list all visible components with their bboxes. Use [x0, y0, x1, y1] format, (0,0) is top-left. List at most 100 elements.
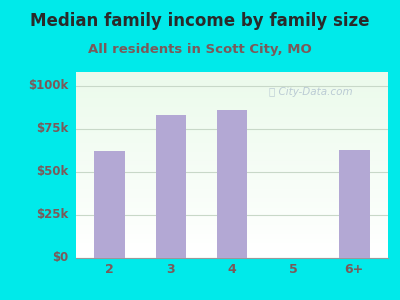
Bar	[76, 213, 388, 215]
Bar	[76, 72, 388, 74]
Bar	[76, 196, 388, 199]
Bar	[76, 223, 388, 224]
Bar	[76, 106, 388, 107]
Bar	[76, 228, 388, 230]
Bar	[76, 236, 388, 238]
Text: $0: $0	[52, 251, 68, 265]
Bar	[76, 120, 388, 122]
Bar	[156, 115, 186, 258]
Bar	[76, 87, 388, 89]
Bar	[76, 74, 388, 76]
Bar	[76, 137, 388, 139]
Bar	[76, 156, 388, 158]
Bar	[76, 92, 388, 94]
Bar	[76, 91, 388, 92]
Bar	[76, 167, 388, 169]
Bar	[76, 134, 388, 135]
Bar	[76, 102, 388, 103]
Bar	[76, 178, 388, 180]
Bar	[76, 80, 388, 81]
Bar	[76, 139, 388, 141]
Bar	[76, 200, 388, 202]
Bar	[76, 135, 388, 137]
Bar	[76, 252, 388, 254]
Bar	[76, 159, 388, 161]
Bar	[76, 143, 388, 145]
Text: $75k: $75k	[36, 122, 68, 135]
Bar	[76, 243, 388, 245]
Bar	[94, 151, 125, 258]
Bar	[76, 189, 388, 191]
Bar	[76, 109, 388, 111]
Bar	[76, 224, 388, 226]
Bar	[76, 117, 388, 118]
Bar	[76, 180, 388, 182]
Bar	[76, 154, 388, 156]
Bar	[217, 110, 247, 258]
Text: $25k: $25k	[36, 208, 68, 221]
Bar	[76, 146, 388, 148]
Bar	[76, 81, 388, 83]
Bar	[76, 113, 388, 115]
Bar	[76, 130, 388, 131]
Bar	[76, 96, 388, 98]
Text: $50k: $50k	[36, 165, 68, 178]
Bar	[76, 124, 388, 126]
Bar	[76, 141, 388, 143]
Bar	[76, 182, 388, 184]
Bar	[76, 195, 388, 197]
Text: All residents in Scott City, MO: All residents in Scott City, MO	[88, 44, 312, 56]
Bar	[76, 234, 388, 236]
Bar	[76, 131, 388, 134]
Bar	[76, 98, 388, 100]
Bar	[76, 145, 388, 146]
Bar	[76, 204, 388, 206]
Bar	[76, 210, 388, 212]
Bar	[76, 148, 388, 150]
Bar	[76, 206, 388, 208]
Text: $100k: $100k	[28, 79, 68, 92]
Bar	[76, 241, 388, 243]
Bar	[76, 184, 388, 185]
Bar	[76, 172, 388, 174]
Bar	[76, 152, 388, 154]
Bar	[76, 250, 388, 252]
Bar	[76, 94, 388, 96]
Bar	[76, 208, 388, 210]
Bar	[76, 238, 388, 239]
Bar	[76, 83, 388, 85]
Bar	[76, 249, 388, 250]
Bar	[76, 217, 388, 219]
Bar	[76, 150, 388, 152]
Bar	[76, 169, 388, 171]
Bar	[76, 254, 388, 256]
Bar	[76, 247, 388, 249]
Bar	[76, 199, 388, 200]
Bar	[76, 158, 388, 159]
Bar	[76, 212, 388, 213]
Bar	[76, 219, 388, 221]
Bar	[76, 232, 388, 234]
Bar	[76, 176, 388, 178]
Bar	[76, 239, 388, 241]
Text: Median family income by family size: Median family income by family size	[30, 12, 370, 30]
Bar	[76, 193, 388, 195]
Bar	[76, 226, 388, 228]
Bar	[76, 185, 388, 187]
Bar	[76, 126, 388, 128]
Bar	[76, 128, 388, 130]
Bar	[76, 215, 388, 217]
Text: ⌕ City-Data.com: ⌕ City-Data.com	[270, 87, 353, 97]
Bar	[76, 85, 388, 87]
Bar	[339, 149, 370, 258]
Bar	[76, 78, 388, 80]
Bar	[76, 245, 388, 247]
Bar	[76, 191, 388, 193]
Bar	[76, 171, 388, 172]
Bar	[76, 103, 388, 106]
Bar	[76, 89, 388, 91]
Bar	[76, 118, 388, 120]
Bar	[76, 165, 388, 167]
Bar	[76, 187, 388, 189]
Bar	[76, 256, 388, 258]
